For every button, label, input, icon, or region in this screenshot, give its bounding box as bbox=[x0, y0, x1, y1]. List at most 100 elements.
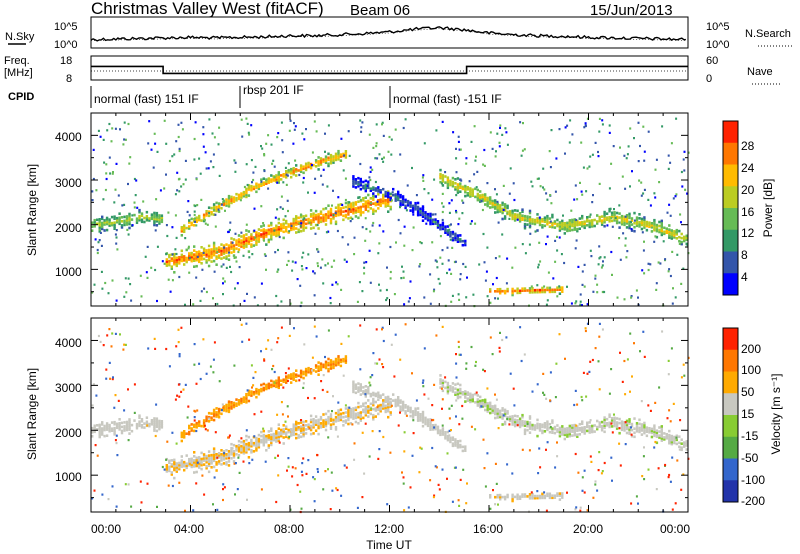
power-scatter-cell bbox=[519, 121, 522, 124]
power-scatter-cell bbox=[342, 169, 345, 172]
velocity-scatter-cell bbox=[281, 413, 284, 416]
power-cell-4 bbox=[474, 187, 477, 191]
power-cell-2 bbox=[198, 214, 201, 218]
power-cell-1 bbox=[242, 240, 246, 243]
power-cell-4 bbox=[518, 218, 522, 221]
power-scatter-cell bbox=[361, 121, 364, 124]
power-scatter-cell bbox=[520, 154, 523, 157]
power-cell-1 bbox=[195, 264, 198, 268]
velocity-cell-1 bbox=[295, 432, 298, 436]
power-cell-1 bbox=[347, 203, 350, 206]
power-scatter-cell bbox=[331, 204, 333, 207]
velocity-cell-4 bbox=[635, 422, 639, 425]
power-scatter-cell bbox=[439, 235, 442, 238]
power-cell-2 bbox=[332, 161, 335, 164]
velocity-cell-1 bbox=[267, 438, 270, 441]
power-cell-1 bbox=[349, 210, 353, 213]
velocity-cell-4 bbox=[494, 416, 497, 420]
velocity-scatter-cell bbox=[390, 343, 393, 346]
velocity-cell-1 bbox=[339, 414, 343, 418]
velocity-cell-3 bbox=[449, 436, 452, 440]
power-cell-2 bbox=[344, 152, 348, 155]
velocity-cell-3 bbox=[377, 395, 380, 399]
velocity-scatter-cell bbox=[596, 489, 599, 492]
xtick-08: 08:00 bbox=[274, 522, 304, 536]
power-cell-4 bbox=[563, 224, 566, 227]
power-cell-0 bbox=[143, 216, 146, 220]
velocity-scatter-cell bbox=[91, 404, 94, 407]
velocity-scatter-cell bbox=[359, 368, 362, 371]
velocity-cell-2 bbox=[334, 363, 338, 367]
power-cell-1 bbox=[193, 257, 196, 260]
power-cell-1 bbox=[250, 233, 253, 236]
velocity-cell-4 bbox=[474, 392, 477, 396]
velocity-cell-4 bbox=[603, 424, 606, 427]
velocity-cell-1 bbox=[205, 458, 208, 462]
velocity-cell-4 bbox=[596, 427, 599, 431]
power-cell-4 bbox=[551, 215, 554, 219]
velocity-cell-4 bbox=[665, 437, 668, 440]
velocity-cell-2 bbox=[285, 381, 288, 384]
velocity-cell-2 bbox=[242, 396, 246, 399]
velocity-scatter-cell bbox=[327, 436, 330, 439]
power-cell-2 bbox=[210, 210, 213, 214]
power-scatter-cell bbox=[643, 150, 646, 153]
velocity-cell-0 bbox=[125, 424, 129, 428]
velocity-scatter-cell bbox=[193, 416, 196, 419]
power-scatter-cell bbox=[222, 201, 225, 204]
power-cell-4 bbox=[678, 239, 681, 243]
power-cell-1 bbox=[349, 208, 353, 211]
power-cell-2 bbox=[277, 175, 280, 178]
power-cell-1 bbox=[183, 263, 186, 266]
velocity-cell-3 bbox=[397, 396, 400, 399]
velocity-cell-0 bbox=[128, 420, 131, 423]
power-scatter-cell bbox=[287, 251, 290, 254]
power-scatter-cell bbox=[606, 224, 609, 227]
power-cell-2 bbox=[215, 209, 218, 213]
velocity-cell-1 bbox=[334, 428, 338, 431]
velocity-cell-1 bbox=[240, 444, 243, 448]
velocity-cell-3 bbox=[431, 424, 435, 427]
velocity-cell-2 bbox=[280, 383, 283, 386]
power-ytick-2000: 2000 bbox=[55, 221, 82, 235]
velocity-cell-4 bbox=[613, 416, 616, 420]
velocity-scatter-cell bbox=[649, 409, 652, 412]
velocity-cell-4 bbox=[581, 420, 584, 423]
velocity-scatter-cell bbox=[658, 386, 661, 389]
velocity-scatter-cell bbox=[573, 403, 576, 407]
power-cell-4 bbox=[523, 216, 527, 220]
power-cell-2 bbox=[317, 162, 320, 165]
power-cell-1 bbox=[215, 263, 218, 266]
power-cell-3 bbox=[416, 213, 420, 217]
velocity-cell-2 bbox=[282, 378, 285, 381]
power-cell-3 bbox=[416, 211, 420, 215]
power-scatter-cell bbox=[455, 171, 458, 174]
power-cell-4 bbox=[628, 212, 631, 216]
velocity-scatter-cell bbox=[382, 339, 385, 343]
velocity-cell-1 bbox=[180, 461, 183, 464]
power-cell-4 bbox=[586, 216, 589, 219]
power-cell-4 bbox=[486, 196, 489, 200]
power-cell-0 bbox=[128, 222, 131, 226]
velocity-cell-4 bbox=[680, 438, 683, 441]
velocity-scatter-cell bbox=[216, 456, 219, 459]
velocity-scatter-cell bbox=[240, 323, 243, 326]
power-cell-3 bbox=[392, 193, 395, 197]
velocity-scatter-cell bbox=[586, 509, 589, 512]
power-scatter-cell bbox=[647, 268, 650, 272]
power-scatter-cell bbox=[450, 300, 453, 303]
velocity-cell-1 bbox=[364, 413, 367, 417]
velocity-cell-1 bbox=[178, 465, 181, 469]
velocity-scatter-cell bbox=[594, 483, 597, 486]
velocity-scatter-cell bbox=[234, 493, 236, 496]
power-cell-1 bbox=[185, 248, 188, 252]
velocity-scatter-cell bbox=[397, 424, 400, 427]
power-cell-1 bbox=[342, 210, 345, 213]
power-scatter-cell bbox=[629, 185, 631, 188]
power-cell-1 bbox=[327, 214, 330, 218]
velocity-cell-1 bbox=[329, 419, 333, 422]
velocity-cell-1 bbox=[347, 422, 350, 426]
power-cell-0 bbox=[123, 215, 126, 219]
velocity-cell-1 bbox=[198, 462, 201, 465]
power-cell-0 bbox=[101, 217, 104, 221]
